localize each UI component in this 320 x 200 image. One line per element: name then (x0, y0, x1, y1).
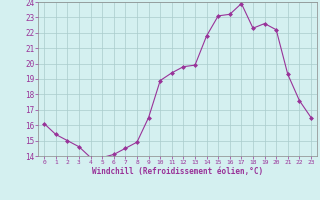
X-axis label: Windchill (Refroidissement éolien,°C): Windchill (Refroidissement éolien,°C) (92, 167, 263, 176)
